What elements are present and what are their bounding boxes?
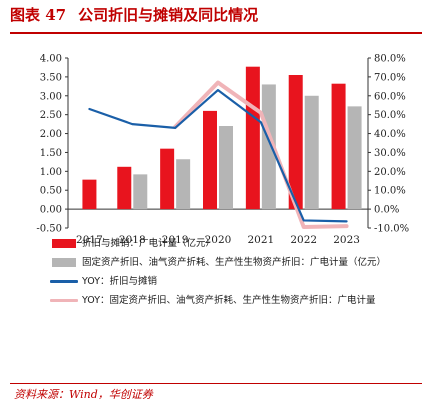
figure-title: 公司折旧与摊销及同比情况 (78, 5, 259, 24)
y-right-tick-label: 30.0% (374, 148, 406, 159)
legend-label: 折旧与摊销：广电计量（亿元） (82, 238, 216, 249)
y-right-tick-label: 70.0% (374, 72, 406, 83)
y-right-tick-label: 0.0% (374, 205, 399, 216)
source-rule (10, 383, 422, 384)
x-tick-label: 2021 (247, 234, 274, 246)
bar-fixed-asset-depreciation (176, 159, 191, 210)
x-tick-label: 2018 (119, 234, 146, 246)
legend-item-red-bar: 折旧与摊销：广电计量（亿元） (48, 236, 398, 251)
source-note: 资料来源：Wind，华创证券 (14, 388, 153, 401)
legend-item-blue-line: YOY：折旧与摊销 (48, 274, 398, 289)
y-right-tick-label: 20.0% (374, 167, 406, 178)
y-left-tick-label: 0.00 (40, 205, 62, 216)
legend-label: YOY：折旧与摊销 (82, 276, 158, 287)
legend-label: YOY：固定资产折旧、油气资产折耗、生产性生物资产折旧：广电计量 (82, 295, 376, 306)
legend-swatch-gray-bar (52, 258, 76, 267)
y-left-tick-label: 1.00 (40, 167, 62, 178)
y-left-tick-label: 3.00 (40, 91, 62, 102)
title-rule (10, 32, 422, 34)
bar-depreciation-amortization (288, 75, 303, 210)
legend-swatch-pink-line (50, 299, 78, 302)
bar-fixed-asset-depreciation (133, 174, 148, 210)
line-yoy-fixed-asset-depreciation (173, 80, 349, 230)
figure-label: 图表 47 (10, 5, 67, 24)
y-left-tick-label: 2.00 (40, 129, 62, 140)
y-left-tick-label: 4.00 (40, 54, 62, 65)
y-left-tick-label: 3.50 (40, 72, 62, 83)
bar-fixed-asset-depreciation (304, 95, 319, 210)
y-right-tick-label: 10.0% (374, 186, 406, 197)
bar-depreciation-amortization (82, 179, 97, 210)
legend-item-pink-line: YOY：固定资产折旧、油气资产折耗、生产性生物资产折旧：广电计量 (48, 293, 398, 308)
bar-fixed-asset-depreciation (261, 84, 276, 210)
chart-legend: 折旧与摊销：广电计量（亿元） 固定资产折旧、油气资产折耗、生产性生物资产折旧：广… (48, 236, 398, 312)
y-left-tick-label: 2.50 (40, 110, 62, 121)
y-left-tick-label: 0.50 (40, 186, 62, 197)
y-right-tick-label: 40.0% (374, 129, 406, 140)
bar-depreciation-amortization (203, 110, 217, 210)
y-right-tick-label: 60.0% (374, 91, 406, 102)
y-right-tick-label: -10.0% (374, 224, 409, 235)
chart: -0.50 0.00 0.50 1.00 1.50 2.00 2.50 3.00 3.50 4.0… (36, 54, 409, 247)
bar-depreciation-amortization (245, 66, 260, 210)
bar-depreciation-amortization (331, 83, 346, 210)
y-left-tick-label: -0.50 (36, 224, 62, 235)
x-tick-label: 2019 (162, 234, 189, 246)
bar-depreciation-amortization (160, 148, 175, 210)
bar-fixed-asset-depreciation (347, 106, 362, 210)
legend-swatch-blue-line (50, 280, 78, 283)
y-left-tick-label: 1.50 (40, 148, 62, 159)
bar-depreciation-amortization (117, 166, 132, 210)
figure-header: 图表 47 公司折旧与摊销及同比情况 (10, 0, 422, 28)
x-tick-label: 2023 (333, 234, 360, 246)
x-tick-label: 2017 (76, 234, 103, 246)
y-right-tick-label: 80.0% (374, 54, 406, 65)
bar-fixed-asset-depreciation (219, 126, 233, 210)
x-tick-label: 2020 (205, 234, 232, 246)
legend-label: 固定资产折旧、油气资产折耗、生产性生物资产折旧：广电计量（亿元） (82, 257, 387, 268)
legend-swatch-red-bar (52, 239, 76, 248)
x-tick-label: 2022 (290, 234, 317, 246)
y-right-tick-label: 50.0% (374, 110, 406, 121)
legend-item-gray-bar: 固定资产折旧、油气资产折耗、生产性生物资产折旧：广电计量（亿元） (48, 255, 398, 270)
line-yoy-depreciation-amortization (88, 89, 348, 223)
